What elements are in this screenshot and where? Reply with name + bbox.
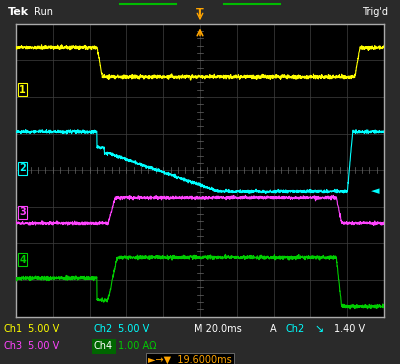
Text: 3: 3	[19, 207, 26, 217]
Text: 1.00 AΩ: 1.00 AΩ	[118, 341, 156, 351]
Text: Tek: Tek	[8, 7, 29, 17]
Text: 4: 4	[19, 255, 26, 265]
Text: Trig'd: Trig'd	[362, 7, 388, 17]
Text: 5.00 V: 5.00 V	[28, 324, 59, 334]
Text: A: A	[270, 324, 277, 334]
Text: 1: 1	[19, 84, 26, 95]
Text: 1.40 V: 1.40 V	[334, 324, 365, 334]
Text: T: T	[196, 8, 204, 18]
Text: M 20.0ms: M 20.0ms	[194, 324, 242, 334]
Text: Ch2: Ch2	[94, 324, 113, 334]
Text: 5.00 V: 5.00 V	[118, 324, 149, 334]
Text: Ch2: Ch2	[286, 324, 305, 334]
Text: 5.00 V: 5.00 V	[28, 341, 59, 351]
Text: 2: 2	[19, 163, 26, 173]
Text: ↘: ↘	[314, 324, 323, 334]
Text: ◄: ◄	[371, 186, 380, 197]
Text: Ch3: Ch3	[4, 341, 23, 351]
Text: Run: Run	[34, 7, 53, 17]
Text: ►→▼  19.6000ms: ►→▼ 19.6000ms	[148, 355, 232, 364]
Text: Ch4: Ch4	[94, 341, 113, 351]
Text: Ch1: Ch1	[4, 324, 23, 334]
